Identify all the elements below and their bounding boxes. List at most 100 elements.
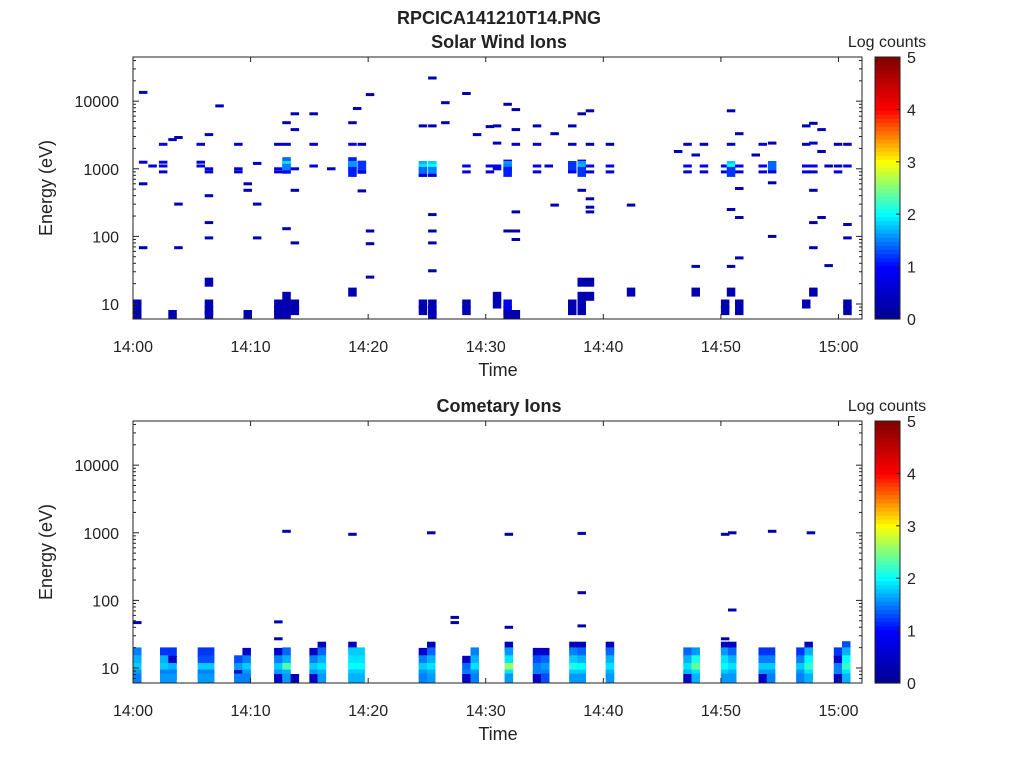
colorbar-segment bbox=[875, 183, 900, 189]
heatmap-cell bbox=[577, 188, 586, 192]
heatmap-cell bbox=[504, 673, 514, 684]
y-tick-label: 1000 bbox=[83, 162, 119, 179]
heatmap-cell bbox=[138, 160, 148, 164]
colorbar-segment bbox=[875, 61, 900, 66]
heatmap-cell bbox=[767, 529, 777, 533]
heatmap-cell bbox=[691, 673, 700, 684]
y-tick-label: 10 bbox=[101, 297, 119, 314]
colorbar-segment bbox=[875, 204, 900, 210]
heatmap-cell bbox=[532, 142, 542, 146]
heatmap-cell bbox=[204, 277, 214, 287]
heatmap-cell bbox=[357, 189, 367, 193]
heatmap-cell bbox=[605, 647, 615, 658]
colorbar-segment bbox=[875, 584, 900, 590]
heatmap-cell bbox=[309, 164, 318, 168]
heatmap-cell bbox=[427, 647, 436, 658]
heatmap-cell bbox=[577, 641, 586, 651]
heatmap-cell bbox=[196, 164, 205, 168]
colorbar-segment bbox=[875, 466, 900, 471]
heatmap-cell bbox=[809, 221, 818, 225]
heatmap-cell bbox=[418, 299, 428, 309]
heatmap-cell bbox=[450, 621, 459, 625]
heatmap-cell bbox=[282, 655, 291, 666]
heatmap-cell bbox=[569, 641, 578, 651]
x-tick-label: 14:00 bbox=[113, 703, 153, 720]
heatmap-cell bbox=[168, 647, 177, 658]
colorbar-segment bbox=[875, 646, 900, 651]
colorbar-label: Log counts bbox=[848, 34, 926, 51]
heatmap-cell bbox=[428, 124, 437, 128]
heatmap-cell bbox=[585, 164, 595, 168]
heatmap-cell bbox=[309, 663, 318, 673]
heatmap-cell bbox=[428, 299, 437, 309]
heatmap-cell bbox=[577, 166, 586, 177]
heatmap-cell bbox=[683, 170, 692, 174]
heatmap-cell bbox=[804, 673, 813, 684]
heatmap-cell bbox=[357, 163, 367, 174]
heatmap-cell bbox=[802, 170, 811, 174]
colorbar-segment bbox=[875, 310, 900, 316]
heatmap-cell bbox=[720, 306, 730, 316]
heatmap-cell bbox=[204, 236, 214, 240]
heatmap-cell bbox=[842, 663, 851, 673]
heatmap-cell bbox=[758, 663, 767, 673]
colorbar-tick-label: 1 bbox=[907, 260, 916, 277]
heatmap-cell bbox=[290, 299, 300, 309]
heatmap-cell bbox=[427, 655, 436, 666]
colorbar-segment bbox=[875, 621, 900, 627]
heatmap-cell bbox=[356, 647, 365, 658]
heatmap-cell bbox=[242, 655, 251, 666]
plot-frame bbox=[132, 420, 863, 684]
heatmap-cell bbox=[418, 647, 428, 657]
heatmap-cell bbox=[428, 229, 437, 233]
heatmap-cell bbox=[577, 647, 586, 658]
colorbar-segment bbox=[875, 445, 900, 451]
heatmap-cell bbox=[843, 164, 852, 168]
heatmap-cell bbox=[462, 299, 471, 309]
heatmap-cell bbox=[568, 124, 577, 128]
colorbar-segment bbox=[875, 294, 900, 300]
heatmap-cell bbox=[766, 647, 776, 658]
heatmap-cell bbox=[605, 170, 615, 174]
heatmap-cell bbox=[274, 142, 283, 146]
colorbar-segment bbox=[875, 192, 900, 197]
colorbar-segment bbox=[875, 171, 900, 177]
colorbar-segment bbox=[875, 625, 900, 631]
colorbar-segment bbox=[875, 286, 900, 291]
heatmap-cell bbox=[168, 663, 177, 673]
heatmap-cell bbox=[541, 647, 550, 657]
heatmap-cell bbox=[365, 229, 375, 233]
heatmap-cell bbox=[691, 153, 700, 157]
heatmap-cell bbox=[817, 128, 826, 132]
heatmap-cell bbox=[348, 532, 357, 536]
colorbar-segment bbox=[875, 302, 900, 308]
heatmap-cell bbox=[485, 164, 495, 168]
heatmap-cell bbox=[758, 170, 767, 174]
heatmap-cell bbox=[817, 150, 826, 153]
heatmap-cell bbox=[577, 306, 586, 316]
colorbar-tick-label: 4 bbox=[907, 466, 916, 483]
heatmap-cell bbox=[282, 121, 291, 125]
heatmap-cell bbox=[735, 216, 744, 219]
heatmap-cell bbox=[242, 673, 251, 684]
heatmap-cell bbox=[204, 170, 214, 174]
colorbar-segment bbox=[875, 597, 900, 602]
heatmap-cell bbox=[569, 647, 578, 658]
heatmap-cell bbox=[274, 655, 283, 666]
heatmap-cell bbox=[365, 242, 375, 246]
colorbar-segment bbox=[875, 642, 900, 647]
heatmap-cell bbox=[511, 310, 521, 319]
colorbar-segment bbox=[875, 515, 900, 520]
heatmap-cell bbox=[503, 229, 512, 233]
heatmap-cell bbox=[699, 142, 709, 146]
colorbar-segment bbox=[875, 282, 900, 287]
heatmap-cell bbox=[605, 663, 615, 673]
heatmap-cell bbox=[462, 306, 471, 316]
heatmap-cell bbox=[758, 674, 767, 683]
heatmap-cell bbox=[309, 655, 318, 666]
heatmap-cell bbox=[683, 674, 692, 683]
colorbar-segment bbox=[875, 151, 900, 156]
heatmap-cell bbox=[511, 128, 521, 132]
heatmap-cell bbox=[158, 164, 168, 168]
heatmap-cell bbox=[605, 142, 615, 146]
